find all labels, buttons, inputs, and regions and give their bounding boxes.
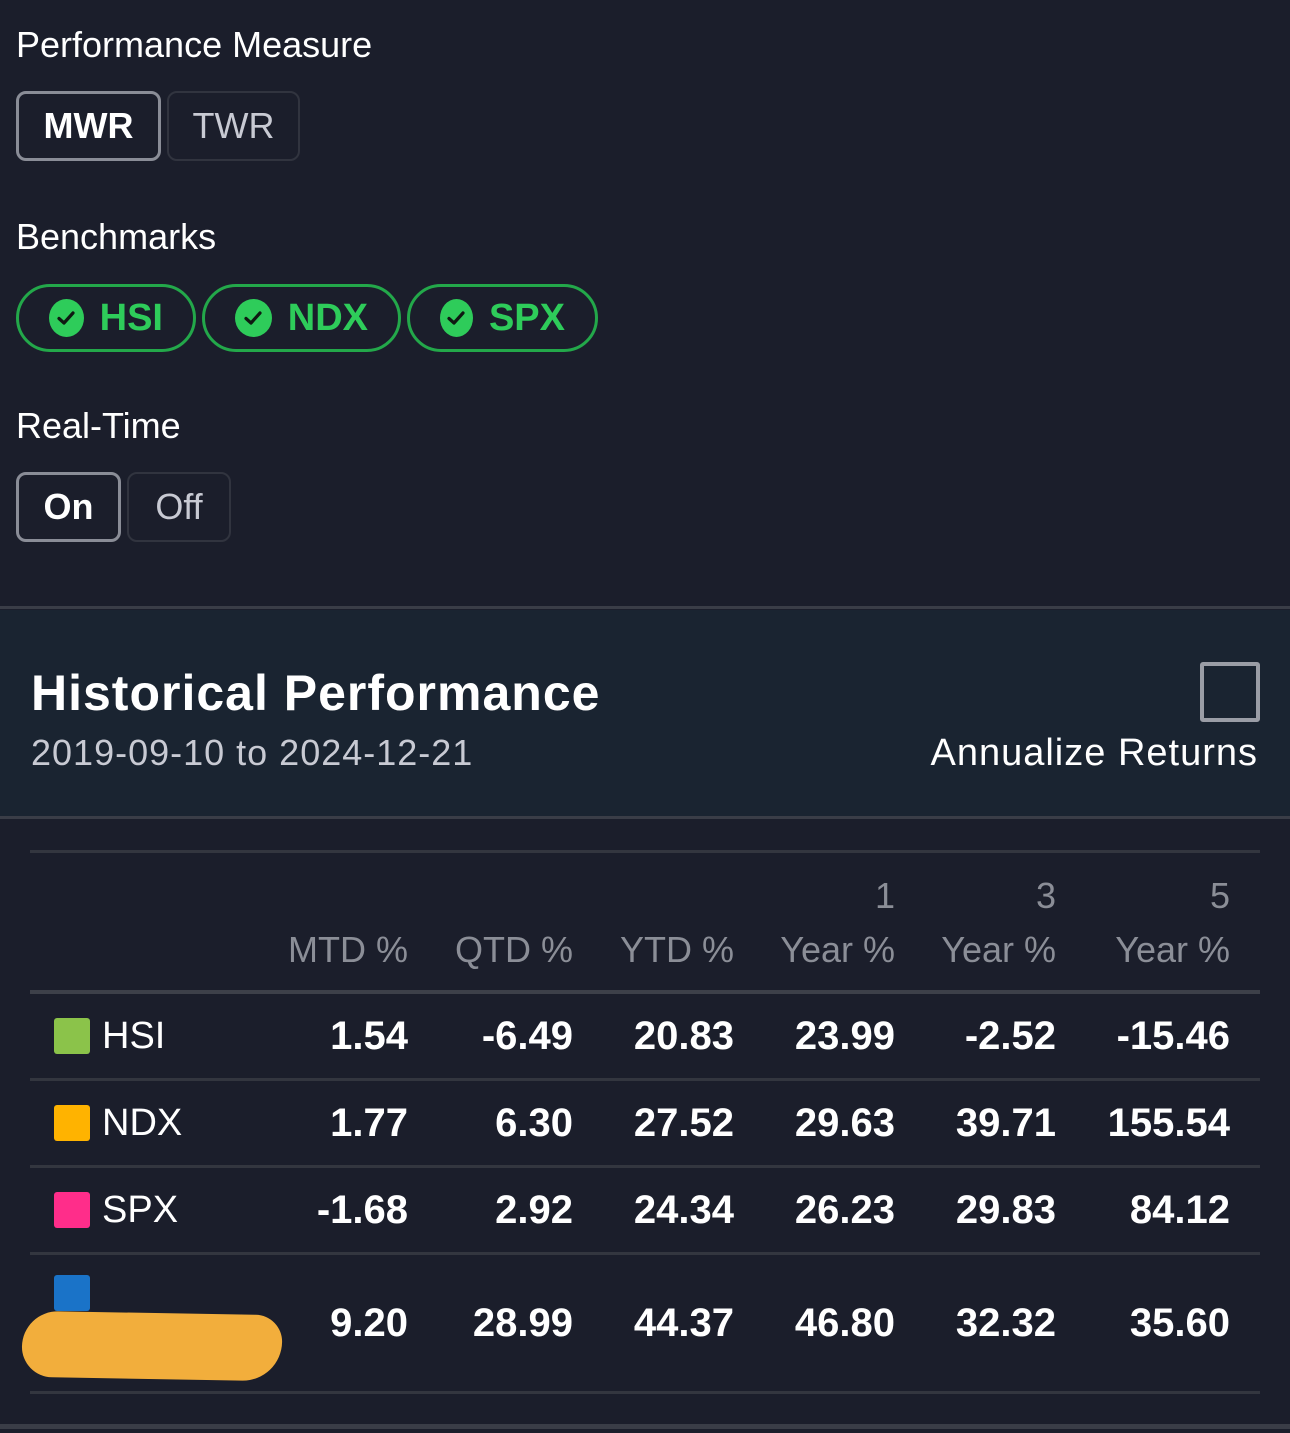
benchmark-chip-spx[interactable]: SPX bbox=[407, 284, 598, 352]
row-name: HSI bbox=[54, 994, 165, 1078]
cell-qtd: -6.49 bbox=[481, 1014, 573, 1058]
table-row-spx: SPX -1.68 2.92 24.34 26.23 29.83 84.12 bbox=[30, 1168, 1260, 1252]
historical-performance-header: Historical Performance 2019-09-10 to 202… bbox=[0, 610, 1290, 817]
benchmark-chip-label: SPX bbox=[488, 296, 565, 339]
cell-qtd: 28.99 bbox=[472, 1301, 573, 1345]
cell-mtd: 9.20 bbox=[330, 1301, 408, 1345]
real-time-off-button[interactable]: Off bbox=[127, 472, 231, 542]
row-name: NDX bbox=[54, 1081, 182, 1165]
benchmark-chip-ndx[interactable]: NDX bbox=[202, 284, 401, 352]
section-divider bbox=[0, 606, 1290, 609]
cell-ytd: 44.37 bbox=[633, 1301, 734, 1345]
benchmark-chips: HSI NDX SPX bbox=[16, 284, 598, 352]
cell-1yr: 26.23 bbox=[794, 1188, 895, 1232]
check-circle-icon bbox=[49, 299, 84, 337]
cell-mtd: 1.77 bbox=[330, 1101, 408, 1145]
cell-qtd: 6.30 bbox=[495, 1101, 573, 1145]
check-circle-icon bbox=[440, 299, 473, 337]
color-swatch-icon bbox=[54, 1275, 90, 1311]
row-rule bbox=[30, 1165, 1260, 1168]
performance-table: MTD % QTD % YTD % 1 Year % 3 Year % 5 Year … bbox=[21, 850, 1260, 1394]
cell-3yr: 32.32 bbox=[955, 1301, 1056, 1345]
mwr-button[interactable]: MWR bbox=[16, 91, 161, 161]
historical-performance-title: Historical Performance bbox=[31, 665, 601, 721]
color-swatch-icon bbox=[54, 1018, 90, 1054]
table-row-portfolio: 9.20 28.99 44.37 46.80 32.32 35.60 bbox=[21, 1255, 1260, 1391]
cell-1yr: 29.63 bbox=[794, 1101, 895, 1145]
benchmarks-label: Benchmarks bbox=[16, 216, 217, 257]
color-swatch-icon bbox=[54, 1105, 90, 1141]
cell-5yr: 84.12 bbox=[1129, 1188, 1230, 1232]
annualize-returns-checkbox[interactable] bbox=[1200, 662, 1260, 722]
cell-5yr: 155.54 bbox=[1107, 1101, 1230, 1145]
col-header-5yr: 5 Year % bbox=[1115, 875, 1230, 970]
cell-5yr: 35.60 bbox=[1129, 1301, 1230, 1345]
cell-3yr: 39.71 bbox=[955, 1101, 1056, 1145]
benchmark-chip-label: NDX bbox=[287, 296, 368, 339]
table-row-ndx: NDX 1.77 6.30 27.52 29.63 39.71 155.54 bbox=[30, 1081, 1260, 1165]
real-time-toggle: On Off bbox=[16, 472, 231, 542]
row-label: NDX bbox=[102, 1101, 183, 1144]
color-swatch-icon bbox=[54, 1192, 90, 1228]
row-label: SPX bbox=[102, 1188, 179, 1231]
benchmark-chip-label: HSI bbox=[99, 296, 163, 339]
col-header-ytd: YTD % bbox=[619, 929, 734, 970]
date-range: 2019-09-10 to 2024-12-21 bbox=[31, 732, 474, 773]
annualize-returns-label[interactable]: Annualize Returns bbox=[930, 732, 1258, 774]
header-divider bbox=[0, 816, 1290, 819]
cell-1yr: 23.99 bbox=[794, 1014, 895, 1058]
cell-mtd: -1.68 bbox=[316, 1188, 408, 1232]
row-name: SPX bbox=[54, 1168, 178, 1252]
col-header-3yr: 3 Year % bbox=[941, 875, 1056, 970]
row-rule bbox=[30, 1078, 1260, 1081]
check-circle-icon bbox=[235, 299, 272, 337]
cell-qtd: 2.92 bbox=[495, 1188, 573, 1232]
table-row-hsi: HSI 1.54 -6.49 20.83 23.99 -2.52 -15.46 bbox=[30, 994, 1260, 1078]
cell-3yr: -2.52 bbox=[964, 1014, 1056, 1058]
cell-5yr: -15.46 bbox=[1116, 1014, 1230, 1058]
col-header-qtd: QTD % bbox=[454, 929, 573, 970]
cell-1yr: 46.80 bbox=[794, 1301, 895, 1345]
row-rule bbox=[30, 1391, 1260, 1394]
table-top-rule bbox=[30, 850, 1260, 853]
redacted-name-mark bbox=[21, 1310, 283, 1382]
cell-mtd: 1.54 bbox=[330, 1014, 408, 1058]
real-time-label: Real-Time bbox=[16, 405, 181, 446]
col-header-1yr: 1 Year % bbox=[780, 875, 895, 970]
performance-measure-toggle: MWR TWR bbox=[16, 91, 300, 161]
table-header: MTD % QTD % YTD % 1 Year % 3 Year % 5 Year … bbox=[30, 853, 1260, 990]
row-label: HSI bbox=[102, 1014, 166, 1057]
col-header-mtd: MTD % bbox=[288, 929, 408, 970]
benchmark-chip-hsi[interactable]: HSI bbox=[16, 284, 196, 352]
bottom-divider bbox=[0, 1424, 1290, 1429]
row-rule bbox=[30, 1252, 1260, 1255]
cell-ytd: 24.34 bbox=[633, 1188, 734, 1232]
real-time-on-button[interactable]: On bbox=[16, 472, 121, 542]
header-rule bbox=[30, 990, 1260, 994]
cell-3yr: 29.83 bbox=[955, 1188, 1056, 1232]
cell-ytd: 27.52 bbox=[633, 1101, 734, 1145]
performance-measure-label: Performance Measure bbox=[16, 24, 373, 65]
cell-ytd: 20.83 bbox=[633, 1014, 734, 1058]
twr-button[interactable]: TWR bbox=[167, 91, 300, 161]
